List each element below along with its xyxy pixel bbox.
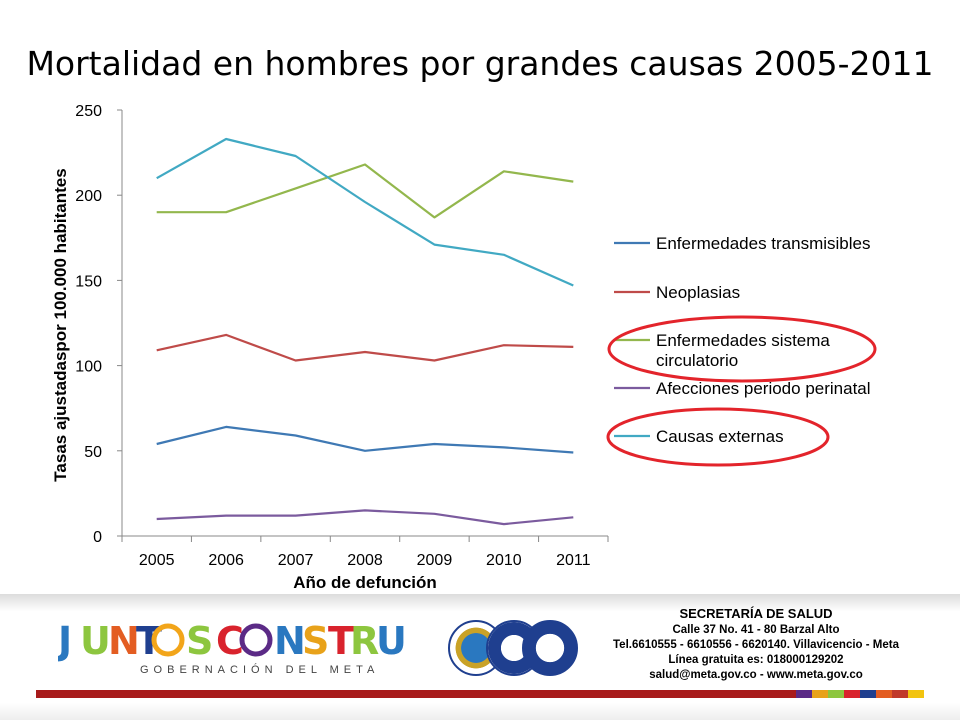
svg-text:T: T [136, 619, 162, 663]
svg-text:C: C [216, 619, 244, 663]
y-tick-label: 250 [75, 103, 102, 120]
color-strip-segment [844, 690, 860, 698]
color-strip-segment [908, 690, 924, 698]
color-strip-segment [892, 690, 908, 698]
series-line-neoplasias [156, 333, 574, 362]
svg-text:U: U [376, 619, 407, 663]
footer-color-strip [36, 690, 924, 698]
iqnet-seal-icon [522, 620, 578, 676]
legend-label: Enfermedades sistema circulatorio [656, 331, 830, 370]
color-strip-segment [860, 690, 876, 698]
axes: 0 50 100 150 200 250 2005 2006 2007 2008 2009 2010 2… [75, 103, 609, 569]
series-line-enfermedades-transmisibles [156, 425, 574, 454]
x-tick-label: 2007 [278, 552, 314, 569]
y-tick-label: 100 [75, 359, 102, 376]
svg-text:N: N [108, 619, 140, 663]
juntos-construyendo-logo: J U N T S C N S T R U GOBERNACIÓN DEL ME… [55, 612, 438, 682]
toll-free-line: Línea gratuita es: 018000129202 [668, 654, 844, 666]
x-tick-label: 2010 [486, 552, 522, 569]
series-line-enfermedades-sistema-circulatorio [156, 163, 574, 219]
x-tick-label: 2008 [347, 552, 383, 569]
color-strip-segment [876, 690, 892, 698]
legend: Enfermedades transmisibles Neoplasias Enfe… [614, 234, 871, 446]
y-tick-label: 150 [75, 273, 102, 290]
x-axis-title: Año de defunción [293, 573, 437, 592]
series-lines [156, 137, 574, 526]
legend-label-line: Enfermedades sistema [656, 331, 830, 350]
logo-subtext: GOBERNACIÓN DEL META [140, 664, 380, 676]
x-tick-label: 2005 [139, 552, 175, 569]
x-tick-label: 2009 [417, 552, 453, 569]
address-line: Calle 37 No. 41 - 80 Barzal Alto [672, 624, 840, 636]
series-line-afecciones-periodo-perinatal [156, 509, 574, 526]
svg-text:S: S [302, 619, 329, 663]
svg-text:S: S [186, 619, 213, 663]
legend-label-line: circulatorio [656, 351, 738, 370]
slide-title: Mortalidad en hombres por grandes causas… [26, 44, 934, 83]
secretaria-heading: SECRETARÍA DE SALUD [679, 606, 833, 621]
color-strip-segment [796, 690, 812, 698]
color-strip-segment [812, 690, 828, 698]
x-tick-label: 2006 [208, 552, 244, 569]
y-axis-title-group: Tasas ajustadaspor 100.000 habitantes [51, 168, 70, 481]
svg-text:U: U [80, 619, 111, 663]
y-tick-label: 50 [84, 444, 102, 461]
email-web-line: salud@meta.gov.co - www.meta.gov.co [649, 669, 863, 681]
x-tick-label: 2011 [556, 552, 591, 569]
legend-label: Enfermedades transmisibles [656, 234, 870, 253]
svg-text:T: T [328, 619, 354, 663]
chart: Tasas ajustadaspor 100.000 habitantes 0 5… [51, 103, 877, 592]
legend-label: Neoplasias [656, 283, 740, 302]
svg-text:R: R [350, 619, 379, 663]
logo-letters-icon: J U N T S C N S T R U [55, 619, 407, 663]
y-tick-label: 200 [75, 188, 102, 205]
color-strip-segment [828, 690, 844, 698]
highlight-ellipse-circulatorio [607, 315, 877, 383]
highlight-ellipse-externas [606, 407, 830, 467]
svg-text:N: N [274, 619, 306, 663]
svg-text:J: J [58, 619, 72, 663]
phone-line: Tel.6610555 - 6610556 - 6620140. Villavi… [613, 639, 899, 651]
secretaria-contact-block: SECRETARÍA DE SALUD Calle 37 No. 41 - 80… [586, 606, 926, 683]
y-tick-label: 0 [93, 529, 102, 546]
legend-label: Afecciones periodo perinatal [656, 379, 871, 398]
series-line-causas-externas [156, 137, 574, 287]
legend-label: Causas externas [656, 427, 784, 446]
highlight-ellipses [606, 315, 877, 467]
y-axis-title: Tasas ajustadaspor 100.000 habitantes [51, 168, 70, 481]
